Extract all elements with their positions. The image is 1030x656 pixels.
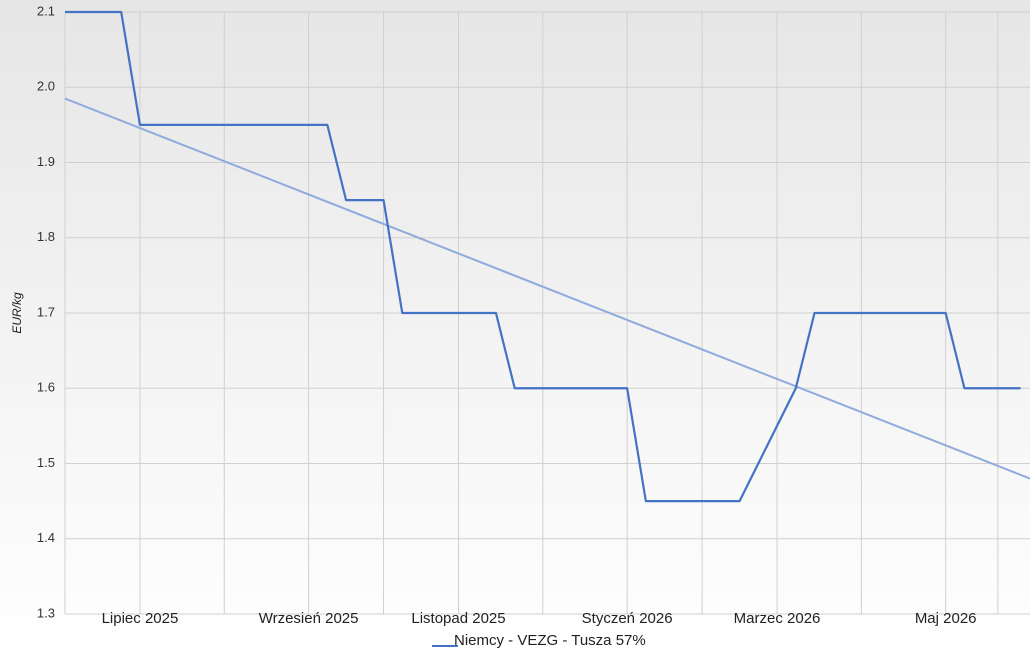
x-tick-label: Wrzesień 2025 [259,610,359,627]
y-tick-label: 1.6 [37,380,55,395]
x-tick-label: Lipiec 2025 [102,610,179,627]
trend-line [64,97,1030,480]
y-tick-label: 1.5 [37,455,55,470]
y-tick-label: 1.8 [37,229,55,244]
y-tick-label: 1.9 [37,154,55,169]
x-tick-label: Marzec 2026 [734,610,821,627]
x-tick-label: Maj 2026 [915,610,977,627]
x-tick-label: Styczeń 2026 [582,610,673,627]
y-tick-label: 1.3 [37,605,55,620]
y-axis-label: EUR/kg [10,292,24,334]
y-tick-label: 2.0 [37,79,55,94]
series-line [65,10,1021,503]
legend-label: Niemcy - VEZG - Tusza 57% [454,632,646,649]
y-tick-label: 1.7 [37,304,55,319]
x-tick-label: Listopad 2025 [411,610,505,627]
y-tick-label: 1.4 [37,530,55,545]
y-tick-label: 2.1 [37,3,55,18]
